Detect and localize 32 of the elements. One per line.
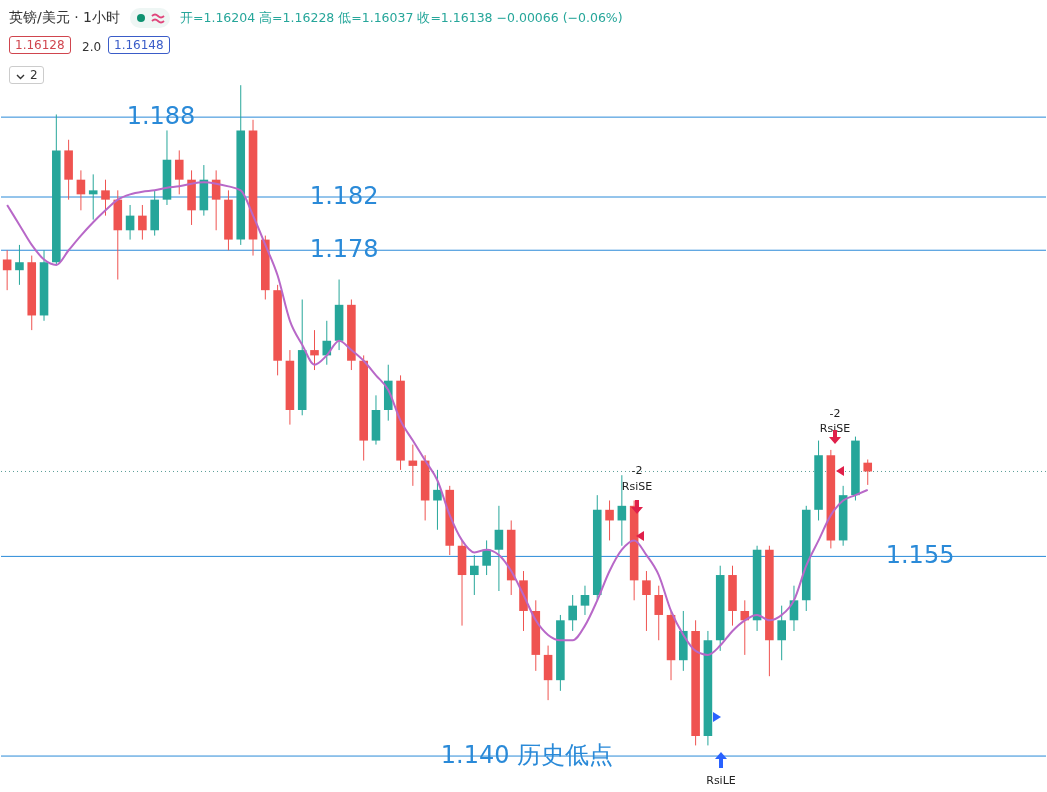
annotation: -2 [631, 463, 643, 477]
candlestick [433, 469, 442, 531]
annotation: -2 [829, 406, 841, 420]
candlestick [470, 554, 479, 596]
candlestick [605, 499, 614, 541]
candlestick [494, 505, 504, 592]
candlestick [101, 179, 110, 217]
candlestick [642, 570, 651, 632]
candlestick [482, 539, 491, 576]
ref-line-label: 1.182 [309, 182, 379, 210]
annotation: 2 [9, 66, 44, 84]
candlestick [777, 605, 786, 661]
candlestick [322, 320, 332, 366]
annotation: 2.0 [81, 39, 103, 56]
candlestick [740, 599, 750, 656]
text: 开=1.16204 高=1.16228 低=1.16037 收=1.16138 −0.00066 (−0.06%) [179, 9, 623, 27]
annotation: RsiSE [819, 421, 851, 435]
candlestick [15, 244, 24, 286]
candlestick [580, 585, 590, 616]
annotation: 1.16148 [108, 36, 170, 54]
candlestick [138, 204, 147, 241]
candlestick [310, 329, 319, 371]
ref-line-label: 1.140 历史低点 [440, 741, 614, 770]
candlestick [863, 458, 873, 486]
candlestick [88, 173, 98, 221]
annotation: RsiLE [706, 773, 736, 787]
candlestick [174, 149, 184, 195]
annotation: 1.16128 [9, 36, 71, 54]
candlestick [568, 594, 577, 632]
candlestick [654, 585, 664, 641]
text: 英镑/美元 · 1小时 [9, 9, 120, 27]
annotation: RsiSE [621, 479, 653, 493]
